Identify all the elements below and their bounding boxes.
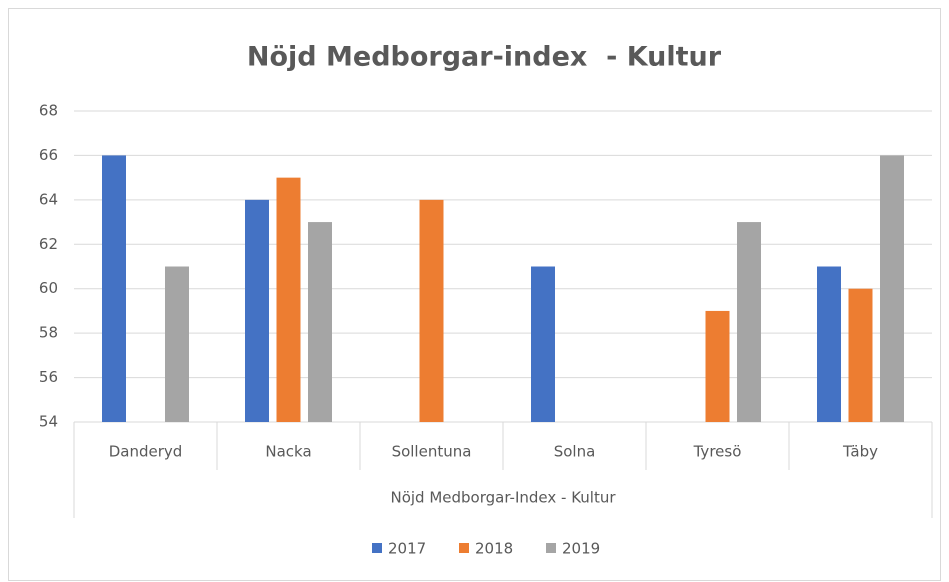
- y-tick-label: 54: [39, 413, 58, 431]
- x-tick-label: Danderyd: [109, 443, 183, 461]
- legend-swatch: [546, 543, 556, 553]
- bar: [817, 266, 841, 422]
- bar: [165, 266, 189, 422]
- chart-border: [8, 8, 941, 581]
- legend-label: 2019: [562, 540, 600, 558]
- legend-label: 2017: [388, 540, 426, 558]
- bar: [276, 177, 301, 422]
- y-tick-label: 60: [39, 279, 58, 297]
- bar: [102, 155, 126, 422]
- bar: [245, 199, 269, 422]
- bar: [848, 288, 873, 422]
- bar: [880, 155, 904, 422]
- y-tick-label: 66: [39, 146, 58, 164]
- bar: [705, 310, 730, 422]
- x-tick-label: Nacka: [265, 443, 311, 461]
- bar: [419, 199, 444, 422]
- y-tick-label: 62: [39, 235, 58, 253]
- x-tick-label: Solna: [554, 443, 596, 461]
- bar: [737, 222, 761, 422]
- legend-label: 2018: [475, 540, 513, 558]
- legend-swatch: [459, 543, 469, 553]
- x-axis-label: Nöjd Medborgar-Index - Kultur: [390, 489, 616, 507]
- y-tick-label: 64: [39, 190, 58, 208]
- bar: [308, 222, 332, 422]
- legend-swatch: [372, 543, 382, 553]
- y-tick-label: 58: [39, 324, 58, 342]
- x-tick-label: Täby: [842, 443, 878, 461]
- x-tick-label: Tyresö: [693, 443, 742, 461]
- bar: [531, 266, 555, 422]
- x-tick-label: Sollentuna: [392, 443, 472, 461]
- chart-title: Nöjd Medborgar-index - Kultur: [247, 42, 722, 73]
- y-tick-label: 56: [39, 368, 58, 386]
- y-tick-label: 68: [39, 102, 58, 120]
